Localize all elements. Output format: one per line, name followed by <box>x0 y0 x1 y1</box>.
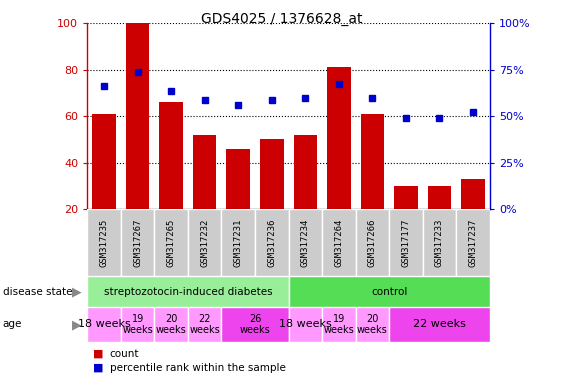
Text: GSM317237: GSM317237 <box>468 219 477 267</box>
Bar <box>322 209 356 276</box>
Text: GSM317236: GSM317236 <box>267 219 276 267</box>
Text: 22 weeks: 22 weeks <box>413 319 466 329</box>
Bar <box>87 276 289 307</box>
Bar <box>154 307 188 342</box>
Bar <box>456 209 490 276</box>
Text: GSM317233: GSM317233 <box>435 219 444 267</box>
Text: count: count <box>110 349 139 359</box>
Bar <box>126 23 149 209</box>
Text: 20
weeks: 20 weeks <box>156 314 186 335</box>
Bar <box>389 307 490 342</box>
Bar <box>159 102 183 209</box>
Text: GSM317235: GSM317235 <box>100 219 109 267</box>
Text: streptozotocin-induced diabetes: streptozotocin-induced diabetes <box>104 287 272 297</box>
Bar <box>221 209 255 276</box>
Text: GSM317234: GSM317234 <box>301 219 310 267</box>
Bar <box>226 149 250 209</box>
Text: control: control <box>371 287 408 297</box>
Bar <box>260 139 284 209</box>
Bar <box>293 135 317 209</box>
Bar <box>289 276 490 307</box>
Bar <box>361 114 384 209</box>
Bar <box>428 186 451 209</box>
Bar <box>327 67 351 209</box>
Bar <box>461 179 485 209</box>
Text: 20
weeks: 20 weeks <box>357 314 388 335</box>
Bar <box>193 135 216 209</box>
Bar <box>356 307 389 342</box>
Bar <box>92 114 116 209</box>
Text: ▶: ▶ <box>72 285 82 298</box>
Text: 19
weeks: 19 weeks <box>122 314 153 335</box>
Bar <box>289 209 322 276</box>
Bar <box>289 307 322 342</box>
Bar <box>121 307 154 342</box>
Text: 19
weeks: 19 weeks <box>324 314 354 335</box>
Text: 22
weeks: 22 weeks <box>189 314 220 335</box>
Bar <box>188 209 221 276</box>
Bar <box>255 209 289 276</box>
Text: 18 weeks: 18 weeks <box>78 319 131 329</box>
Text: 26
weeks: 26 weeks <box>240 314 270 335</box>
Bar <box>389 209 423 276</box>
Bar <box>87 209 121 276</box>
Text: GSM317177: GSM317177 <box>401 219 410 267</box>
Bar <box>121 209 154 276</box>
Text: ■: ■ <box>93 362 104 373</box>
Text: percentile rank within the sample: percentile rank within the sample <box>110 362 285 373</box>
Text: GSM317266: GSM317266 <box>368 219 377 267</box>
Bar <box>423 209 456 276</box>
Bar <box>154 209 188 276</box>
Bar <box>356 209 389 276</box>
Bar <box>221 307 289 342</box>
Text: GSM317232: GSM317232 <box>200 219 209 267</box>
Text: 18 weeks: 18 weeks <box>279 319 332 329</box>
Bar <box>87 307 121 342</box>
Bar <box>188 307 221 342</box>
Text: GDS4025 / 1376628_at: GDS4025 / 1376628_at <box>201 12 362 25</box>
Text: ■: ■ <box>93 349 104 359</box>
Bar <box>322 307 356 342</box>
Text: GSM317265: GSM317265 <box>167 219 176 267</box>
Text: ▶: ▶ <box>72 318 82 331</box>
Text: disease state: disease state <box>3 287 72 297</box>
Text: GSM317264: GSM317264 <box>334 219 343 267</box>
Text: age: age <box>3 319 22 329</box>
Text: GSM317231: GSM317231 <box>234 219 243 267</box>
Bar <box>394 186 418 209</box>
Text: GSM317267: GSM317267 <box>133 219 142 267</box>
